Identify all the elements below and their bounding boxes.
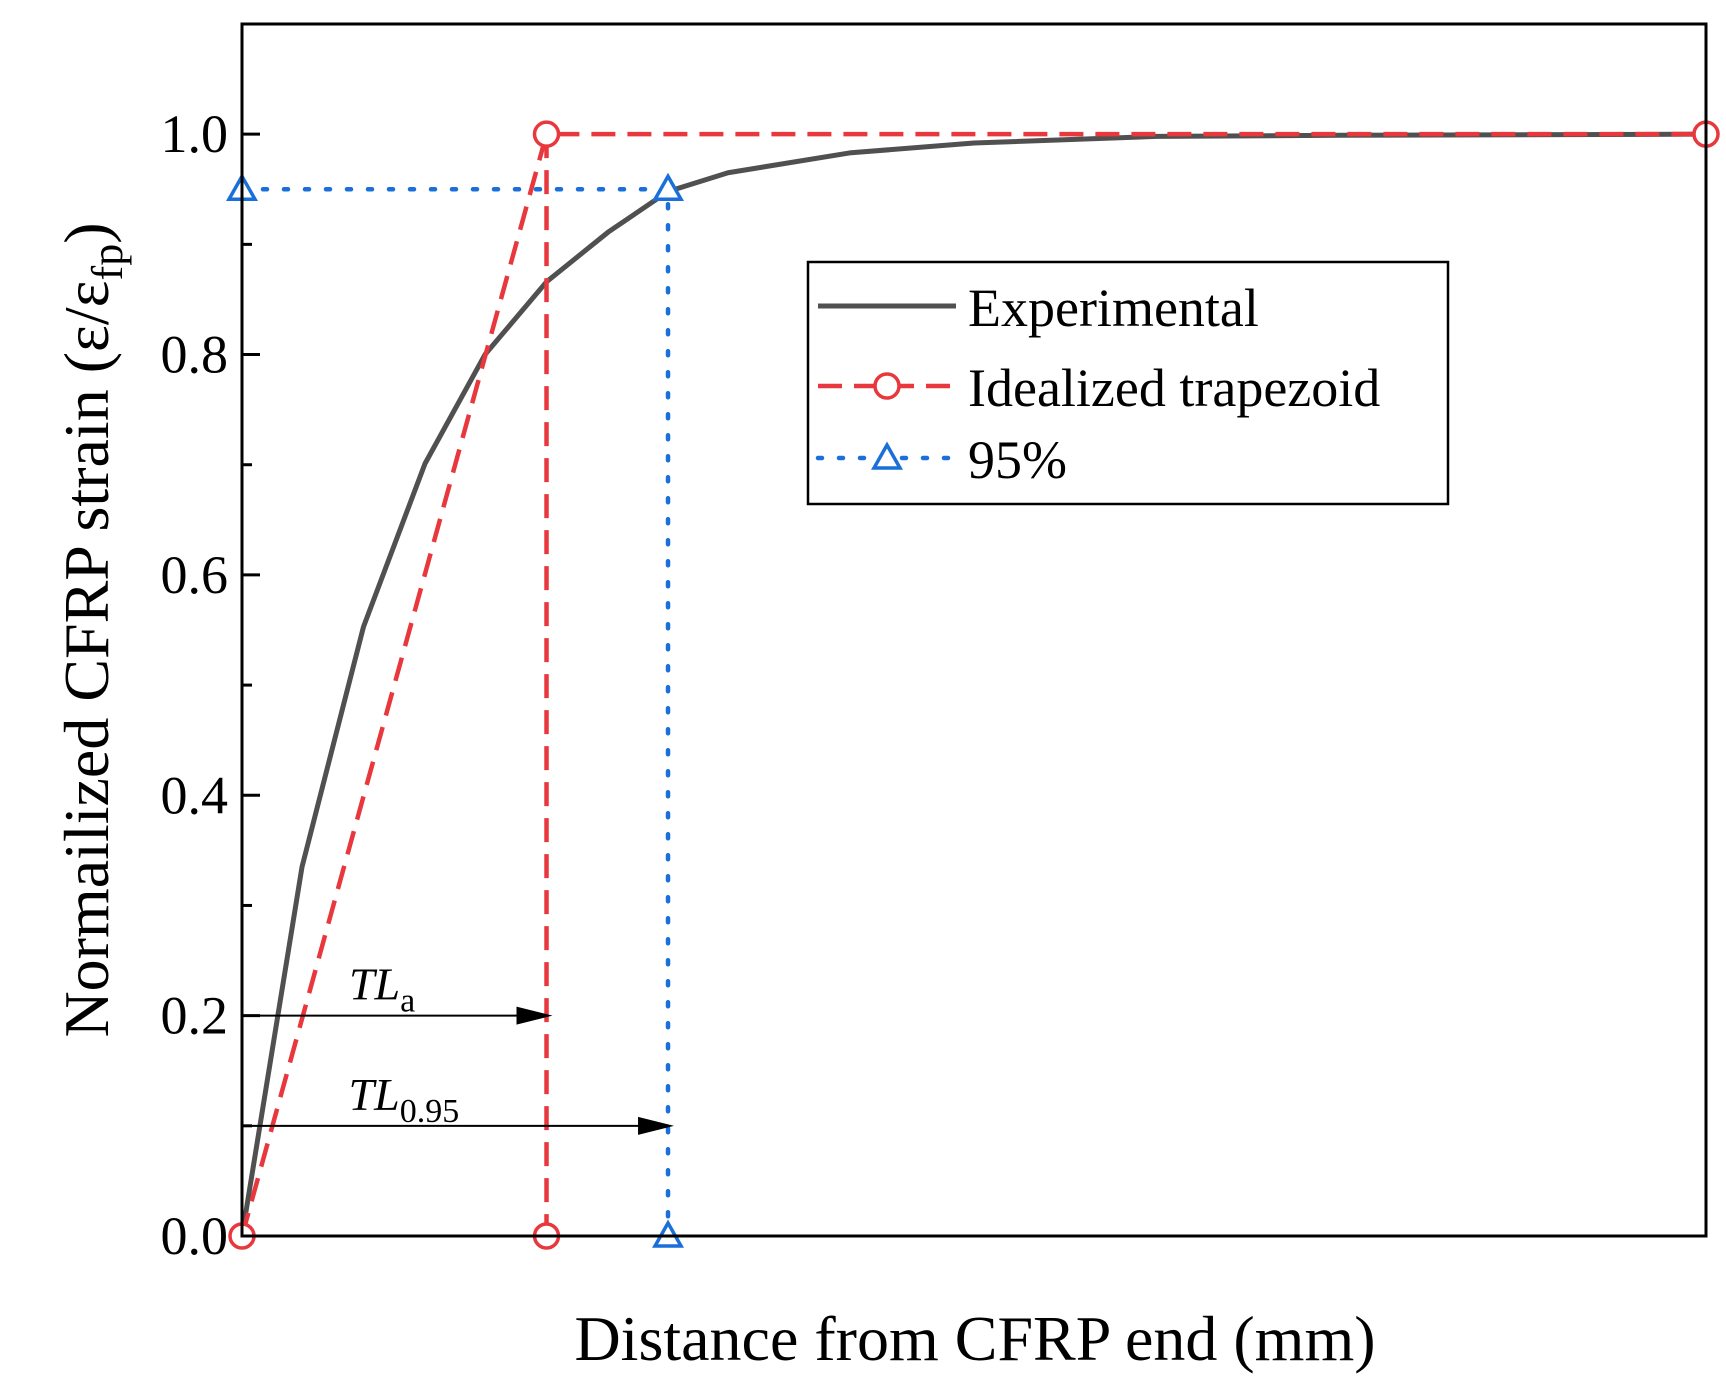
- legend-swatch-marker: [871, 441, 903, 470]
- arrowhead: [638, 1116, 675, 1135]
- annotation-subscript: 0.95: [400, 1093, 460, 1130]
- plot-frame: [240, 22, 1708, 1238]
- y-axis-title-main: Normailized CFRP strain (ε/ε: [51, 280, 122, 1037]
- annotation-subscript: a: [400, 983, 415, 1020]
- legend-label: Experimental: [968, 278, 1259, 338]
- legend-label: 95%: [968, 430, 1067, 490]
- series-layer: [226, 120, 1720, 1250]
- y-axis: 0.0 0.2 0.4 0.6 0.8 1.0: [161, 22, 260, 1266]
- data-point: [652, 172, 685, 202]
- annotation-main-text: TL: [349, 959, 400, 1010]
- series-idealized-trapezoid: [228, 120, 1720, 1250]
- y-axis-title: Normailized CFRP strain (ε/εfp): [51, 222, 132, 1037]
- y-axis-title-subscript: fp: [83, 244, 132, 281]
- y-axis-title-close: ): [51, 222, 122, 243]
- legend-entry: 95%: [815, 430, 1067, 490]
- series-line: [239, 131, 1706, 1237]
- y-tick-label: 0.2: [161, 986, 229, 1046]
- y-tick-label: 0.4: [161, 765, 229, 825]
- legend-label: Idealized trapezoid: [968, 358, 1380, 418]
- data-point: [532, 120, 561, 148]
- legend-box: [806, 260, 1450, 506]
- annotation-label: TL0.95: [349, 1069, 460, 1130]
- y-tick-label: 0.0: [161, 1206, 229, 1266]
- series-line: [239, 131, 1707, 1237]
- annotation-tl-a: TLa: [242, 959, 553, 1025]
- axes-layer: 0.0 0.2 0.4 0.6 0.8 1.0 Distance from CFRP end…: [51, 22, 1708, 1374]
- annotation-main-text: TL: [349, 1069, 400, 1120]
- legend: Experimental Idealized trapezoid 95%: [806, 260, 1450, 506]
- x-axis-title: Distance from CFRP end (mm): [574, 1303, 1375, 1374]
- legend-swatch-marker: [873, 372, 901, 400]
- legend-entry: Experimental: [818, 278, 1259, 338]
- annotation-label: TLa: [349, 959, 415, 1020]
- series-experimental: [239, 131, 1707, 1237]
- y-tick-label: 0.6: [161, 545, 229, 605]
- legend-entry: Idealized trapezoid: [818, 358, 1380, 418]
- arrowhead: [516, 1006, 553, 1025]
- y-tick-label: 0.8: [161, 325, 229, 385]
- y-tick-label: 1.0: [161, 104, 229, 164]
- annotation-tl-095: TL0.95: [242, 1069, 675, 1135]
